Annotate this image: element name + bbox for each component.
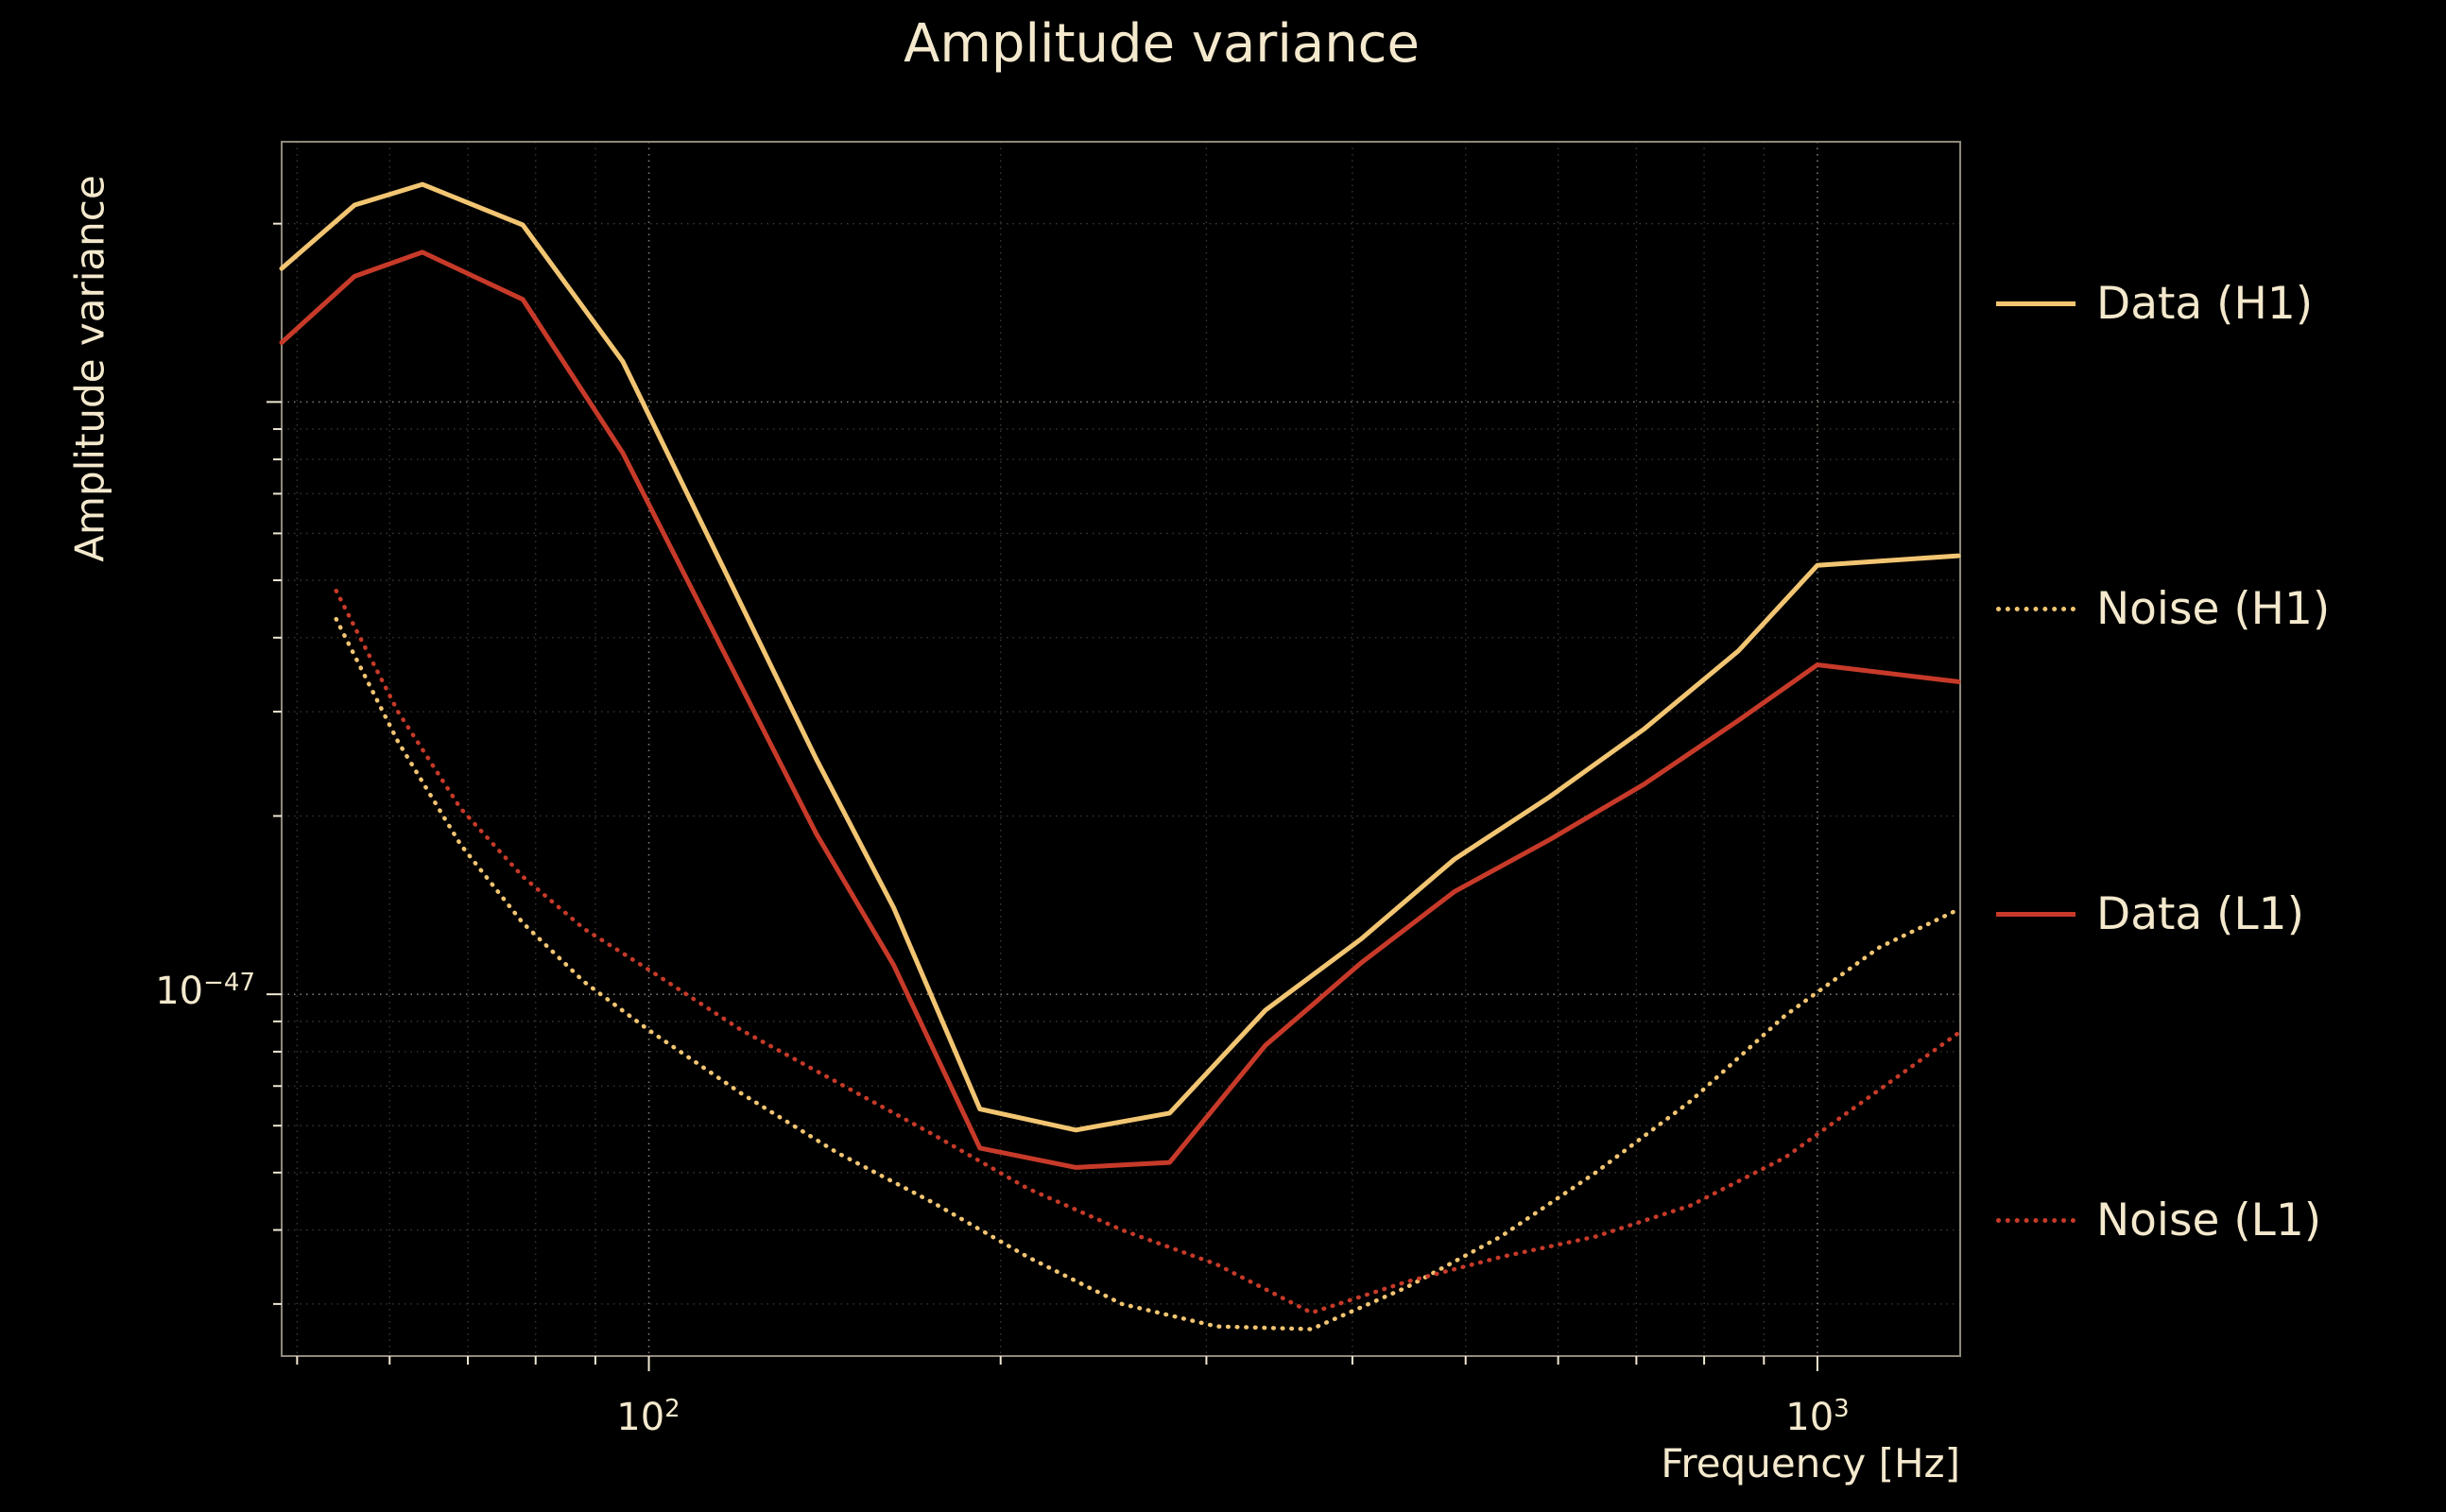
y-tick-exponent: −47 [203,968,255,997]
y-tick-base: 10 [155,970,204,1013]
x-tick-base: 10 [1785,1396,1834,1439]
y-tick-label-1e-47: 10−47 [99,968,255,1013]
series-noise-h1 [334,616,1961,1332]
y-axis-label: Amplitude variance [66,175,113,562]
x-tick-label-100: 102 [616,1394,680,1439]
series-data-l1 [279,249,1961,1170]
x-tick-label-1000: 103 [1785,1394,1850,1439]
series-noise-l1 [334,588,1961,1315]
x-axis-label: Frequency [Hz] [1661,1440,1960,1486]
x-tick-exponent: 3 [1834,1394,1850,1423]
x-tick-exponent: 2 [664,1394,680,1423]
chart-title: Amplitude variance [904,13,1420,75]
x-tick-base: 10 [616,1396,665,1439]
series-data-h1 [279,181,1961,1133]
